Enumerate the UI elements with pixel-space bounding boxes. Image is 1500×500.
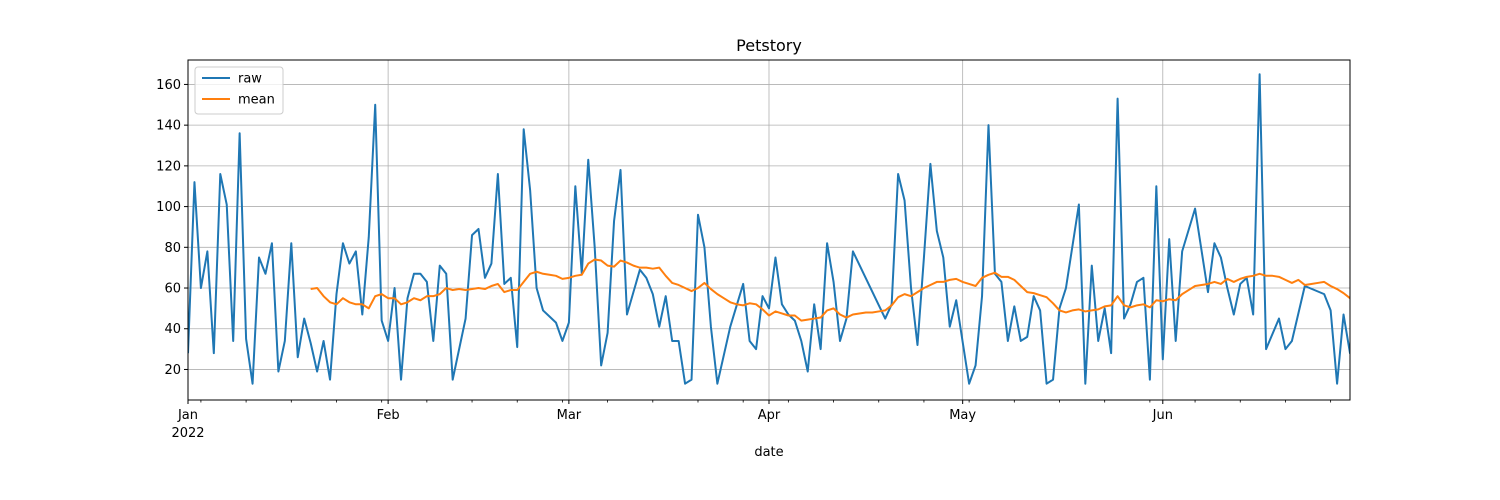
y-axis: 20 40 60 80 100 120 140 160 [156, 78, 188, 378]
y-tick-label: 140 [156, 119, 181, 134]
y-tick-label: 80 [164, 241, 181, 256]
x-tick-sublabel: 2022 [171, 426, 204, 441]
legend-label-mean: mean [238, 93, 275, 108]
x-tick-label: Jun [1152, 408, 1173, 423]
x-tick-label: Apr [758, 408, 781, 423]
legend: raw mean [194, 66, 284, 115]
x-tick-label: May [949, 408, 976, 423]
x-tick-label: Mar [557, 408, 582, 423]
x-axis: Jan 2022 Feb Mar Apr May Jun [171, 400, 1332, 441]
x-tick-label: Feb [377, 408, 400, 423]
series-line-raw [188, 73, 1350, 385]
y-tick-label: 40 [164, 322, 181, 337]
series-line-mean [310, 258, 1350, 322]
x-tick-label: Jan [177, 408, 198, 423]
y-tick-label: 160 [156, 78, 181, 93]
x-axis-label: date [754, 445, 783, 460]
legend-label-raw: raw [238, 72, 262, 87]
y-tick-label: 100 [156, 200, 181, 215]
plot-lines [188, 73, 1350, 385]
y-tick-label: 60 [164, 282, 181, 297]
chart-title: Petstory [736, 36, 802, 55]
y-tick-label: 20 [164, 363, 181, 378]
y-tick-label: 120 [156, 159, 181, 174]
